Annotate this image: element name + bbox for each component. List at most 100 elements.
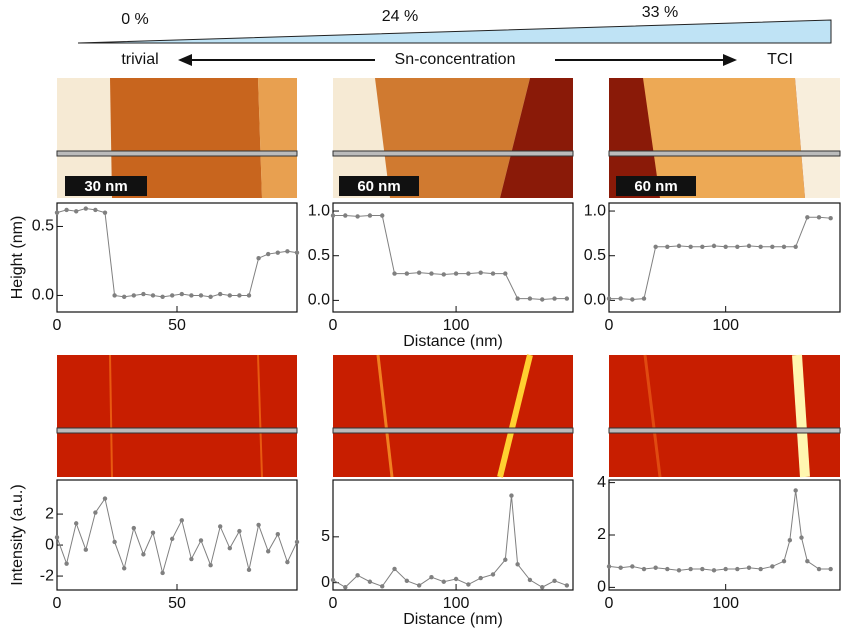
- data-point: [285, 249, 289, 253]
- data-point: [93, 510, 97, 514]
- data-point: [478, 576, 482, 580]
- data-point: [103, 496, 107, 500]
- data-point: [122, 566, 126, 570]
- data-point: [189, 293, 193, 297]
- data-point: [770, 245, 774, 249]
- data-point: [503, 271, 507, 275]
- axis-title: Sn-concentration: [395, 51, 516, 68]
- data-point: [285, 560, 289, 564]
- data-point: [642, 567, 646, 571]
- profile-line: [57, 151, 297, 156]
- data-point: [723, 567, 727, 571]
- profile-line: [333, 151, 573, 156]
- data-point: [170, 293, 174, 297]
- data-point: [405, 579, 409, 583]
- data-point: [343, 585, 347, 589]
- data-point: [665, 567, 669, 571]
- y-tick-label: 0: [321, 574, 330, 591]
- data-point: [607, 296, 611, 300]
- data-point: [160, 571, 164, 575]
- profile-line: [609, 151, 840, 156]
- data-point: [276, 532, 280, 536]
- data-point: [256, 523, 260, 527]
- data-point: [478, 270, 482, 274]
- concentration-label: 0 %: [121, 11, 149, 28]
- header: 0 % 24 % 33 % trivial Sn-concentration T…: [78, 4, 831, 68]
- data-point: [295, 250, 299, 254]
- data-point: [540, 297, 544, 301]
- scale-bar-label: 30 nm: [84, 178, 127, 195]
- data-point: [688, 567, 692, 571]
- data-point: [295, 540, 299, 544]
- data-point: [770, 564, 774, 568]
- data-point: [723, 245, 727, 249]
- data-point: [392, 567, 396, 571]
- concentration-label: 33 %: [642, 4, 678, 21]
- data-point: [331, 578, 335, 582]
- arrowhead: [178, 54, 192, 66]
- data-point: [141, 552, 145, 556]
- x-tick-label: 100: [712, 595, 739, 612]
- data-point: [788, 538, 792, 542]
- data-point: [552, 579, 556, 583]
- x-axis-label: Distance (nm): [403, 611, 503, 628]
- plot-frame: [57, 480, 297, 590]
- data-point: [151, 293, 155, 297]
- data-point: [454, 577, 458, 581]
- data-point: [247, 568, 251, 572]
- data-point: [665, 245, 669, 249]
- data-point: [630, 297, 634, 301]
- data-point: [793, 245, 797, 249]
- data-point: [565, 583, 569, 587]
- data-point: [817, 215, 821, 219]
- data-point: [55, 535, 59, 539]
- data-point: [276, 250, 280, 254]
- x-tick-label: 100: [443, 317, 470, 334]
- data-point: [429, 575, 433, 579]
- y-tick-label: -2: [40, 567, 54, 584]
- y-tick-label: 5: [321, 528, 330, 545]
- data-point: [712, 244, 716, 248]
- data-point: [618, 566, 622, 570]
- y-tick-label: 2: [45, 505, 54, 522]
- data-point: [84, 548, 88, 552]
- x-tick-label: 50: [168, 317, 186, 334]
- data-point: [355, 214, 359, 218]
- y-tick-label: 0.5: [32, 218, 54, 235]
- data-point: [630, 564, 634, 568]
- x-tick-label: 0: [329, 317, 338, 334]
- data-point: [122, 295, 126, 299]
- x-tick-label: 0: [605, 595, 614, 612]
- data-point: [828, 216, 832, 220]
- intensity-images: [57, 355, 840, 477]
- x-tick-label: 100: [443, 595, 470, 612]
- figure: 0 % 24 % 33 % trivial Sn-concentration T…: [0, 0, 841, 631]
- scale-bar-label: 60 nm: [357, 178, 400, 195]
- plot-frame: [333, 203, 573, 312]
- data-point: [758, 567, 762, 571]
- data-point: [712, 568, 716, 572]
- data-point: [528, 578, 532, 582]
- data-point: [208, 563, 212, 567]
- arrowhead: [723, 54, 737, 66]
- data-point: [442, 272, 446, 276]
- x-tick-label: 100: [712, 317, 739, 334]
- data-point: [491, 271, 495, 275]
- data-point: [405, 271, 409, 275]
- data-point: [132, 293, 136, 297]
- data-point: [466, 271, 470, 275]
- data-point: [218, 292, 222, 296]
- data-point: [782, 559, 786, 563]
- data-point: [112, 540, 116, 544]
- x-tick-label: 0: [605, 317, 614, 334]
- data-point: [228, 293, 232, 297]
- data-point: [642, 296, 646, 300]
- y-tick-label: 0.0: [584, 292, 606, 309]
- x-tick-label: 0: [53, 317, 62, 334]
- data-point: [417, 270, 421, 274]
- data-point: [653, 566, 657, 570]
- y-tick-label: 0: [597, 579, 606, 596]
- data-point: [199, 293, 203, 297]
- data-point: [228, 546, 232, 550]
- data-point: [180, 292, 184, 296]
